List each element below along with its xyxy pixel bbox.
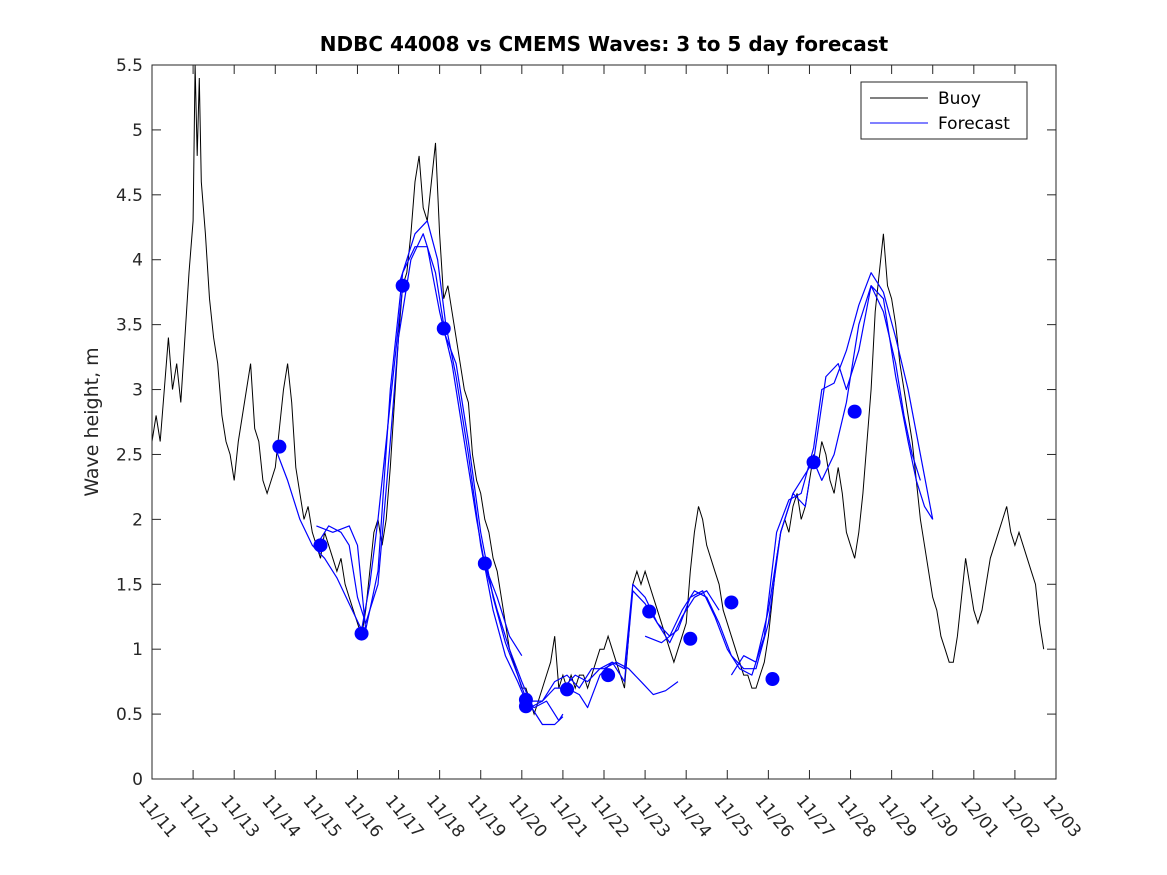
forecast-line	[315, 233, 445, 624]
chart-title: NDBC 44008 vs CMEMS Waves: 3 to 5 day fo…	[320, 32, 889, 56]
forecast-point	[436, 321, 451, 336]
forecast-point	[683, 631, 698, 646]
forecast-point	[354, 626, 369, 641]
forecast-line	[443, 330, 564, 726]
y-tick-label: 2	[132, 510, 143, 530]
y-tick-label: 4.5	[116, 186, 143, 206]
forecast-line	[274, 285, 404, 631]
y-tick-label: 1.5	[116, 575, 143, 595]
y-tick-label: 2.5	[116, 445, 143, 465]
y-tick-label: 0	[132, 770, 143, 790]
y-tick-label: 0.5	[116, 705, 143, 725]
forecast-line	[562, 480, 811, 689]
y-tick-label: 5	[132, 121, 143, 141]
forecast-line	[484, 564, 679, 702]
forecast-point	[765, 672, 780, 687]
y-tick-label: 5.5	[116, 56, 143, 76]
forecast-point	[601, 668, 616, 683]
y-axis-label: Wave height, m	[81, 347, 103, 496]
legend-buoy-label: Buoy	[938, 89, 981, 109]
forecast-line	[813, 285, 934, 520]
series-layer	[151, 64, 1045, 726]
forecast-point	[272, 439, 287, 454]
forecast-point	[518, 699, 533, 714]
forecast-line	[730, 285, 921, 676]
forecast-point	[642, 604, 657, 619]
forecast-point	[724, 595, 739, 610]
forecast-point	[847, 404, 862, 419]
y-tick-label: 3	[132, 381, 143, 401]
y-tick-label: 3.5	[116, 316, 143, 336]
forecast-point	[395, 278, 410, 293]
legend-box	[860, 81, 1028, 140]
forecast-point	[313, 538, 328, 553]
legend: Buoy Forecast	[860, 81, 1028, 140]
forecast-point	[806, 455, 821, 470]
legend-forecast-label: Forecast	[938, 114, 1010, 134]
y-tick-label: 1	[132, 640, 143, 660]
forecast-point	[477, 556, 492, 571]
forecast-line	[644, 272, 934, 676]
forecast-point	[560, 682, 575, 697]
y-tick-label: 4	[132, 251, 143, 271]
forecast-line	[397, 220, 564, 722]
